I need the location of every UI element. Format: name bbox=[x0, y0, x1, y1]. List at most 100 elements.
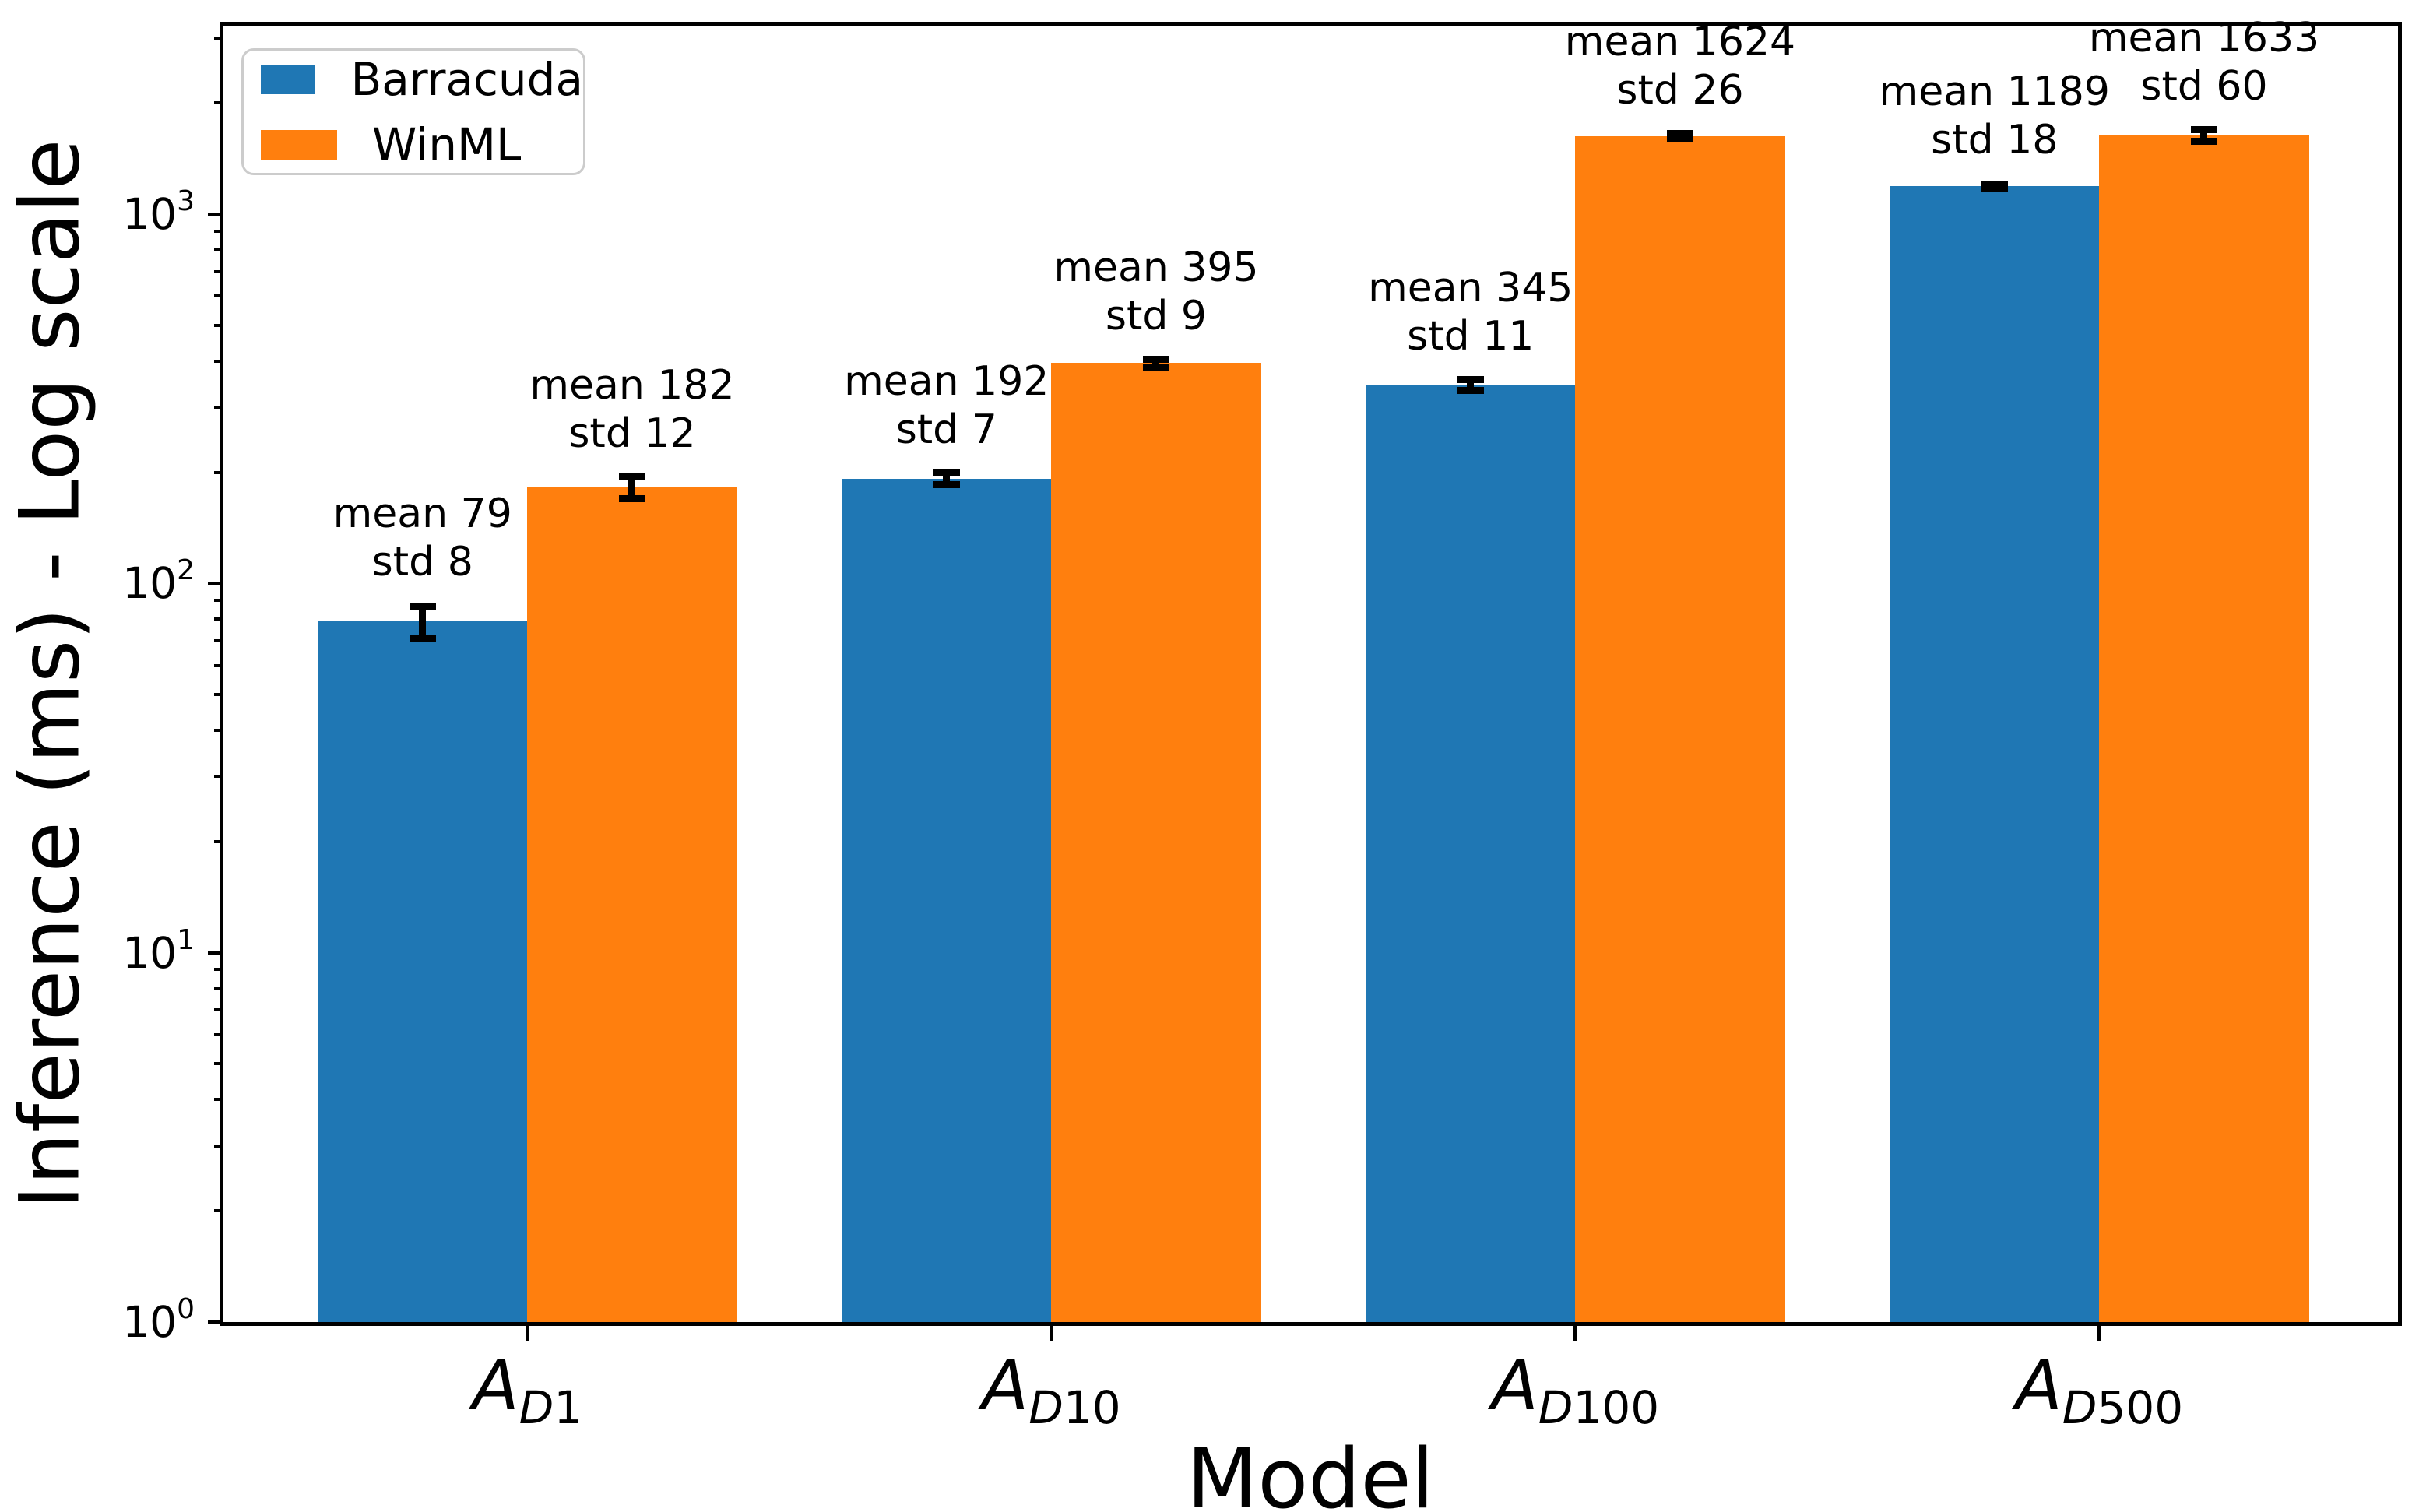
bar-annotation: mean 79 std 8 bbox=[150, 490, 695, 586]
x-tick-label-AD500: AD500 bbox=[1904, 1345, 2294, 1434]
y-tick-label-1000: 103 bbox=[0, 179, 195, 249]
error-bar-cap-bottom bbox=[933, 481, 960, 489]
bar-annotation-line: mean 345 bbox=[1368, 264, 1573, 311]
bar-annotation-line: std 26 bbox=[1616, 66, 1744, 114]
bar-annotation-line: mean 1624 bbox=[1564, 18, 1796, 65]
error-bar-cap-top bbox=[1666, 130, 1693, 138]
y-minor-tick bbox=[214, 36, 223, 40]
y-minor-tick bbox=[214, 638, 223, 642]
bar-barracuda-A_D10 bbox=[842, 479, 1052, 1322]
bar-annotation: mean 395 std 9 bbox=[884, 244, 1429, 340]
y-tick-label-100: 102 bbox=[0, 548, 195, 618]
bar-annotation-line: std 12 bbox=[568, 410, 696, 457]
error-bar-cap-bottom bbox=[2190, 138, 2217, 146]
x-tick-label-AD1: AD1 bbox=[332, 1345, 722, 1434]
y-axis-title: Inference (ms) - Log scale bbox=[2, 139, 98, 1210]
bar-annotation: mean 1189 std 18 bbox=[1722, 68, 2267, 164]
y-minor-tick bbox=[214, 1144, 223, 1148]
error-bar-cap-bottom bbox=[1981, 185, 2008, 193]
legend-label-barracuda: Barracuda bbox=[350, 52, 583, 106]
error-bar-line bbox=[1152, 359, 1160, 367]
y-minor-tick bbox=[214, 1098, 223, 1102]
y-tick-label-1: 100 bbox=[0, 1287, 195, 1357]
y-minor-tick bbox=[214, 617, 223, 621]
y-minor-tick bbox=[214, 229, 223, 233]
y-major-tick bbox=[208, 951, 223, 955]
x-tick-mark bbox=[1049, 1326, 1053, 1341]
y-minor-tick bbox=[214, 294, 223, 298]
legend-item-barracuda: Barracuda bbox=[261, 57, 583, 102]
y-minor-tick bbox=[214, 693, 223, 697]
legend-label-winml: WinML bbox=[372, 118, 522, 171]
error-bar-cap-top bbox=[409, 602, 436, 610]
y-minor-tick bbox=[214, 599, 223, 603]
x-tick-sub-letter: D bbox=[519, 1381, 554, 1434]
error-bar-cap-top bbox=[933, 469, 960, 477]
bar-winml-A_D500 bbox=[2099, 135, 2309, 1322]
x-tick-label-AD10: AD10 bbox=[856, 1345, 1246, 1434]
x-axis-title: Model bbox=[1186, 1431, 1435, 1512]
bar-winml-A_D10 bbox=[1051, 363, 1261, 1322]
y-minor-tick bbox=[214, 663, 223, 667]
bar-annotation-line: std 60 bbox=[2140, 62, 2268, 110]
error-bar-cap-top bbox=[1981, 180, 2008, 188]
bar-annotation-line: std 18 bbox=[1931, 117, 2059, 164]
y-minor-tick bbox=[214, 775, 223, 779]
error-bar-line bbox=[943, 473, 951, 485]
bar-annotation-line: mean 192 bbox=[844, 357, 1050, 405]
bar-annotation-line: mean 1189 bbox=[1879, 69, 2110, 116]
y-minor-tick bbox=[214, 1032, 223, 1036]
y-major-tick bbox=[208, 1320, 223, 1324]
y-tick-base: 10 bbox=[122, 189, 178, 240]
x-tick-sub-number: 1 bbox=[554, 1381, 583, 1434]
error-bar-line bbox=[2200, 129, 2208, 142]
bar-winml-A_D100 bbox=[1575, 136, 1785, 1322]
y-minor-tick bbox=[214, 968, 223, 972]
x-tick-label-AD100: AD100 bbox=[1380, 1345, 1770, 1434]
x-tick-sub-number: 500 bbox=[2097, 1381, 2184, 1434]
y-tick-base: 10 bbox=[122, 927, 178, 978]
bar-annotation: mean 182 std 12 bbox=[360, 361, 905, 458]
y-minor-tick bbox=[214, 470, 223, 474]
error-bar-cap-top bbox=[618, 473, 645, 481]
error-bar-cap-top bbox=[1142, 356, 1169, 364]
y-tick-exponent: 2 bbox=[177, 554, 195, 587]
bar-annotation-line: mean 182 bbox=[529, 361, 735, 409]
y-minor-tick bbox=[214, 729, 223, 733]
bar-barracuda-A_D100 bbox=[1366, 385, 1576, 1322]
y-tick-exponent: 3 bbox=[177, 185, 195, 218]
y-tick-base: 10 bbox=[122, 1297, 178, 1347]
y-minor-tick bbox=[214, 1008, 223, 1012]
barracuda-color-swatch bbox=[261, 64, 316, 94]
x-tick-mark bbox=[2097, 1326, 2101, 1341]
bar-annotation: mean 1624 std 26 bbox=[1408, 18, 1953, 114]
bar-annotation-line: mean 1633 bbox=[2088, 14, 2320, 62]
error-bar-cap-bottom bbox=[1142, 363, 1169, 371]
error-bar-cap-bottom bbox=[1457, 386, 1484, 394]
error-bar-cap-bottom bbox=[1666, 135, 1693, 143]
error-bar-cap-bottom bbox=[409, 635, 436, 642]
y-minor-tick bbox=[214, 406, 223, 410]
error-bar-cap-bottom bbox=[618, 494, 645, 502]
bar-annotation-line: std 9 bbox=[1105, 292, 1207, 339]
bar-annotation: mean 345 std 11 bbox=[1198, 264, 1743, 360]
x-tick-mark bbox=[525, 1326, 529, 1341]
x-tick-sub-number: 100 bbox=[1573, 1381, 1660, 1434]
y-tick-exponent: 1 bbox=[177, 923, 195, 956]
x-tick-sub-letter: D bbox=[1028, 1381, 1064, 1434]
y-minor-tick bbox=[214, 101, 223, 105]
error-bar-cap-top bbox=[2190, 126, 2217, 134]
error-bar-line bbox=[628, 476, 636, 499]
y-minor-tick bbox=[214, 839, 223, 843]
x-tick-base: A bbox=[2015, 1345, 2062, 1426]
y-minor-tick bbox=[214, 248, 223, 252]
bar-annotation-line: mean 395 bbox=[1053, 244, 1259, 291]
x-tick-base: A bbox=[472, 1345, 519, 1426]
x-tick-base: A bbox=[1491, 1345, 1538, 1426]
y-minor-tick bbox=[214, 323, 223, 327]
y-tick-base: 10 bbox=[122, 558, 178, 609]
bar-annotation-line: std 8 bbox=[371, 539, 473, 586]
winml-color-swatch bbox=[261, 129, 337, 160]
bar-annotation-line: mean 79 bbox=[332, 491, 512, 538]
